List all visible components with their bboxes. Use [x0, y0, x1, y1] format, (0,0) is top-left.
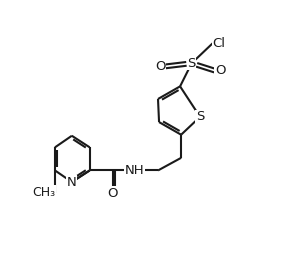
Text: S: S	[196, 110, 204, 123]
Text: NH: NH	[125, 164, 145, 177]
Text: CH₃: CH₃	[32, 186, 55, 199]
Text: O: O	[107, 187, 118, 200]
Text: Cl: Cl	[213, 37, 226, 50]
Text: O: O	[215, 64, 225, 77]
Text: N: N	[67, 176, 77, 189]
Text: S: S	[187, 57, 196, 70]
Text: O: O	[155, 60, 165, 73]
Text: H: H	[131, 164, 140, 177]
